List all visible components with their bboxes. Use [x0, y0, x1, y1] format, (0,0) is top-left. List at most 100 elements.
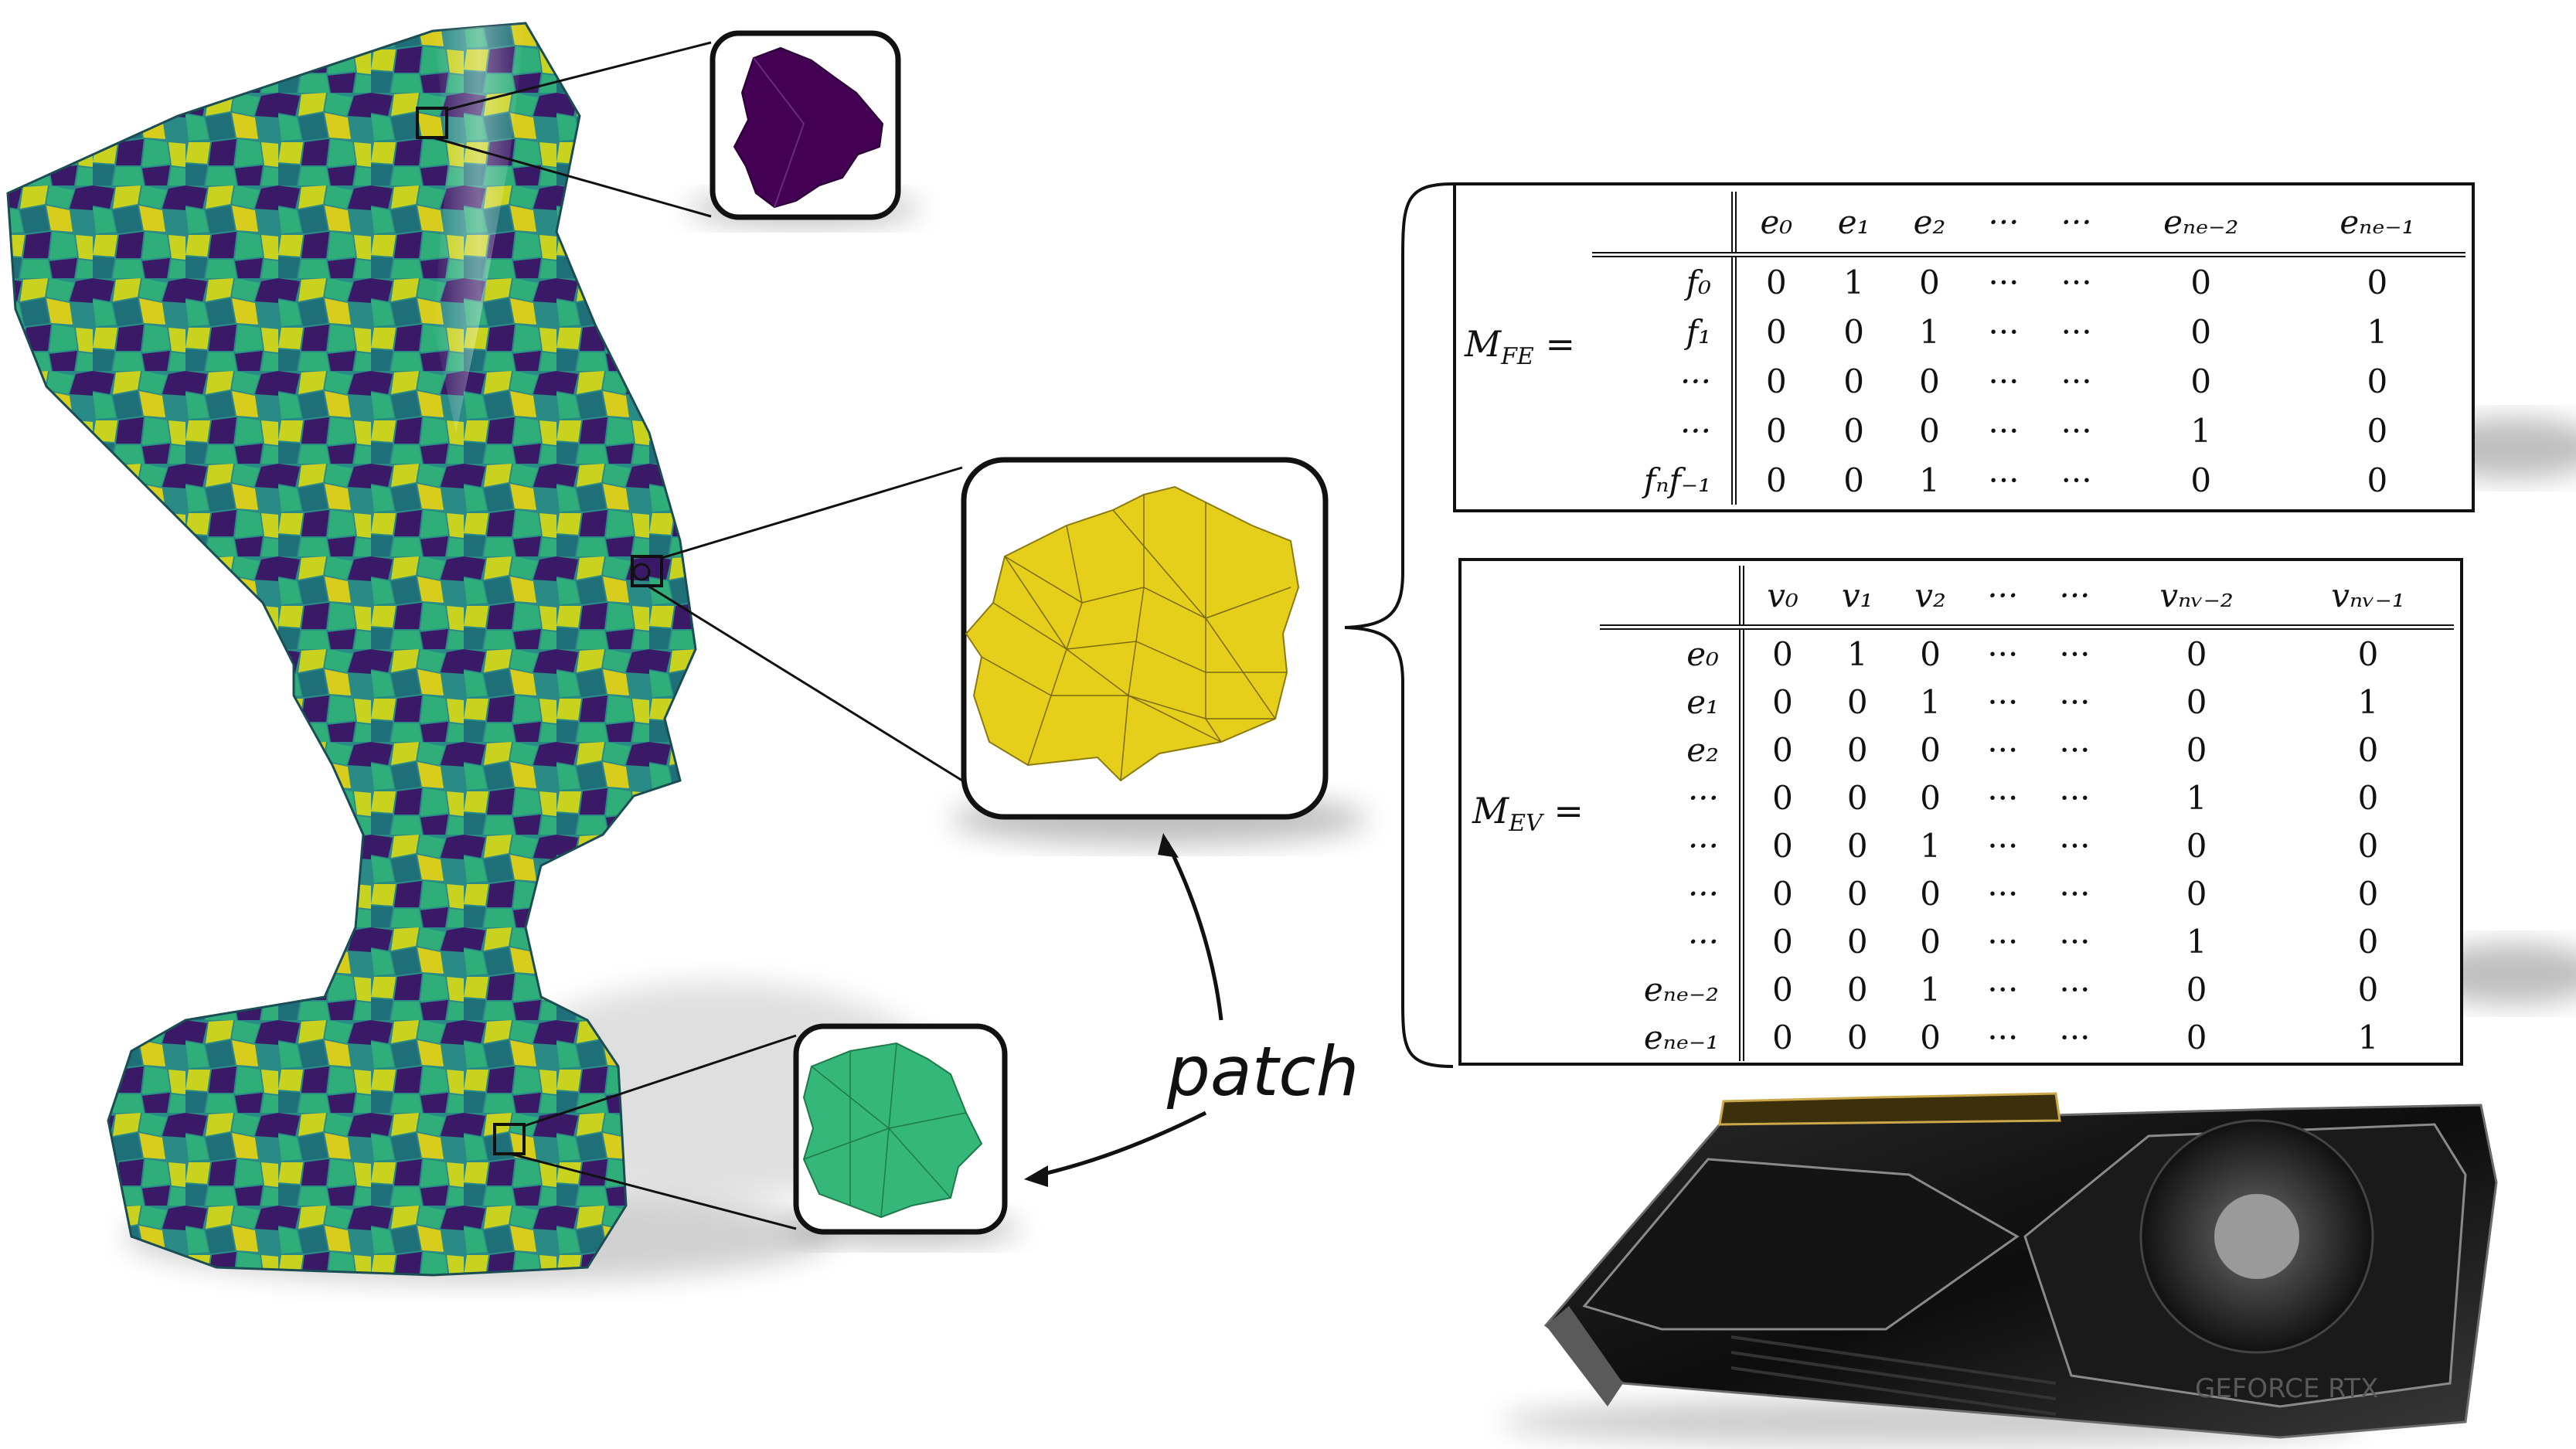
matrix-cell: 0 [1846, 682, 1868, 721]
matrix-cell: 0 [1846, 922, 1868, 961]
leader-base-1 [523, 1034, 797, 1128]
matrix-cell: 0 [1920, 778, 1941, 817]
matrix-cell: 0 [1730, 356, 1816, 406]
matrix-cell: 0 [1920, 874, 1941, 913]
matrix-cell: 0 [2186, 1018, 2207, 1056]
matrix-cell: ··· [2059, 874, 2091, 913]
matrix-column-header: v₂ [1894, 566, 1967, 630]
matrix-cell: 0 [1919, 362, 1940, 400]
matrix-cell: 0 [1739, 917, 1822, 965]
matrix-cell: 0 [1739, 678, 1822, 726]
matrix-cell: 0 [1739, 627, 1822, 678]
matrix-cell: ··· [2059, 922, 2091, 961]
matrix-row-header: ··· [1679, 362, 1711, 400]
yellow-patch-mesh [981, 495, 1291, 781]
patch-arrow-up-head [1158, 833, 1179, 858]
matrix-cell: 0 [2186, 682, 2207, 721]
matrix-ev-box [1458, 558, 2463, 1066]
matrix-cell: 1 [2190, 411, 2212, 450]
matrix-cell: ··· [1987, 922, 2019, 961]
matrix-column-header: eₙₑ₋₁ [2288, 192, 2465, 257]
matrix-row: ··· 0 0 0 ··· ··· 0 0 [1600, 869, 2454, 917]
matrix-row-header: ··· [1679, 411, 1711, 450]
matrix-row: eₙₑ₋₂ 0 0 1 ··· ··· 0 0 [1600, 965, 2454, 1013]
matrix-cell: ··· [2060, 461, 2092, 499]
matrix-cell: 0 [1846, 1018, 1868, 1056]
patch-arrow-left [1033, 1111, 1207, 1179]
matrix-brace [1344, 182, 1454, 1068]
matrix-cell: ··· [1988, 362, 2020, 400]
matrix-column-header: e₂ [1891, 192, 1968, 257]
matrix-corner [1600, 566, 1742, 630]
matrix-column-header: ··· [1966, 566, 2039, 630]
leader-top-2 [432, 136, 712, 218]
matrix-cell: 0 [2357, 922, 2379, 961]
matrix-row-header: e₀ [1686, 634, 1719, 673]
matrix-cell: 1 [1920, 826, 1941, 865]
matrix-cell: 0 [1730, 455, 1816, 505]
marker-top [416, 107, 448, 139]
matrix-column-header: v₁ [1821, 566, 1894, 630]
matrix-cell: 0 [2367, 411, 2388, 450]
matrix-cell: ··· [1988, 411, 2020, 450]
matrix-row-header: ··· [1687, 826, 1719, 865]
matrix-cell: ··· [2059, 778, 2091, 817]
matrix-cell: 1 [1919, 461, 1940, 499]
matrix-cell: ··· [1987, 730, 2019, 769]
matrix-row-header: f₁ [1686, 312, 1711, 351]
matrix-cell: ··· [2060, 263, 2092, 301]
matrix-row-header: ··· [1687, 874, 1719, 913]
matrix-cell: ··· [2059, 730, 2091, 769]
matrix-cell: 0 [2186, 874, 2207, 913]
matrix-cell: ··· [1987, 826, 2019, 865]
matrix-cell: ··· [2059, 1018, 2091, 1056]
matrix-ev-table: v₀ v₁ v₂ ··· ··· vₙᵥ₋₂ vₙᵥ₋₁ e₀ 0 1 0 ··· ··· 0 0 e₁ 0 0 1… [1600, 566, 2454, 1061]
matrix-column-header: ··· [2040, 192, 2113, 257]
matrix-cell: ··· [2060, 312, 2092, 351]
matrix-cell: 0 [1843, 411, 1864, 450]
matrix-cell: 0 [2186, 730, 2207, 769]
matrix-row: ··· 0 0 0 ··· ··· 1 0 [1592, 406, 2465, 455]
matrix-fe-symbol: M [1465, 323, 1502, 365]
matrix-cell: 0 [1919, 411, 1940, 450]
matrix-cell: 0 [1730, 406, 1816, 455]
matrix-row: f₁ 0 0 1 ··· ··· 0 1 [1592, 307, 2465, 356]
matrix-cell: 0 [2190, 263, 2212, 301]
matrix-row: e₀ 0 1 0 ··· ··· 0 0 [1600, 627, 2454, 678]
matrix-row: eₙₑ₋₁ 0 0 0 ··· ··· 0 1 [1600, 1013, 2454, 1061]
matrix-cell: ··· [1987, 1018, 2019, 1056]
matrix-cell: ··· [1988, 461, 2020, 499]
matrix-row-header: ··· [1687, 922, 1719, 961]
matrix-cell: 0 [2357, 970, 2379, 1009]
matrix-cell: 0 [1739, 821, 1822, 869]
matrix-cell: ··· [1987, 874, 2019, 913]
matrix-cell: 0 [2367, 461, 2388, 499]
matrix-cell: 0 [2357, 730, 2379, 769]
matrix-cell: ··· [2059, 682, 2091, 721]
matrix-row-header: eₙₑ₋₁ [1643, 1018, 1719, 1056]
matrix-cell: 0 [1920, 1018, 1941, 1056]
matrix-cell: ··· [1987, 970, 2019, 1009]
matrix-row-header: eₙₑ₋₂ [1643, 970, 1719, 1009]
matrix-cell: 0 [1843, 461, 1864, 499]
matrix-column-header: ··· [1967, 192, 2040, 257]
matrix-cell: 0 [2186, 634, 2207, 673]
matrix-cell: 1 [1920, 970, 1941, 1009]
leader-top-1 [446, 41, 712, 111]
matrix-cell: 0 [1739, 869, 1822, 917]
matrix-row-header: f₀ [1686, 263, 1711, 301]
matrix-cell: 0 [1739, 965, 1822, 1013]
matrix-cell: ··· [2059, 826, 2091, 865]
matrix-fe-table: e₀ e₁ e₂ ··· ··· eₙₑ₋₂ eₙₑ₋₁ f₀ 0 1 0 ··· ··· 0 0 f₁ 0 0 1… [1592, 192, 2465, 505]
matrix-cell: 0 [1843, 312, 1864, 351]
matrix-cell: 0 [1846, 778, 1868, 817]
matrix-row: ··· 0 0 1 ··· ··· 0 0 [1600, 821, 2454, 869]
matrix-row: e₂ 0 0 0 ··· ··· 0 0 [1600, 726, 2454, 774]
matrix-cell: 0 [1739, 774, 1822, 821]
matrix-column-header: e₁ [1815, 192, 1892, 257]
matrix-cell: 0 [1739, 726, 1822, 774]
matrix-cell: ··· [2060, 362, 2092, 400]
matrix-cell: 0 [1846, 826, 1868, 865]
purple-patch-facets [753, 57, 805, 208]
matrix-cell: 0 [2190, 362, 2212, 400]
